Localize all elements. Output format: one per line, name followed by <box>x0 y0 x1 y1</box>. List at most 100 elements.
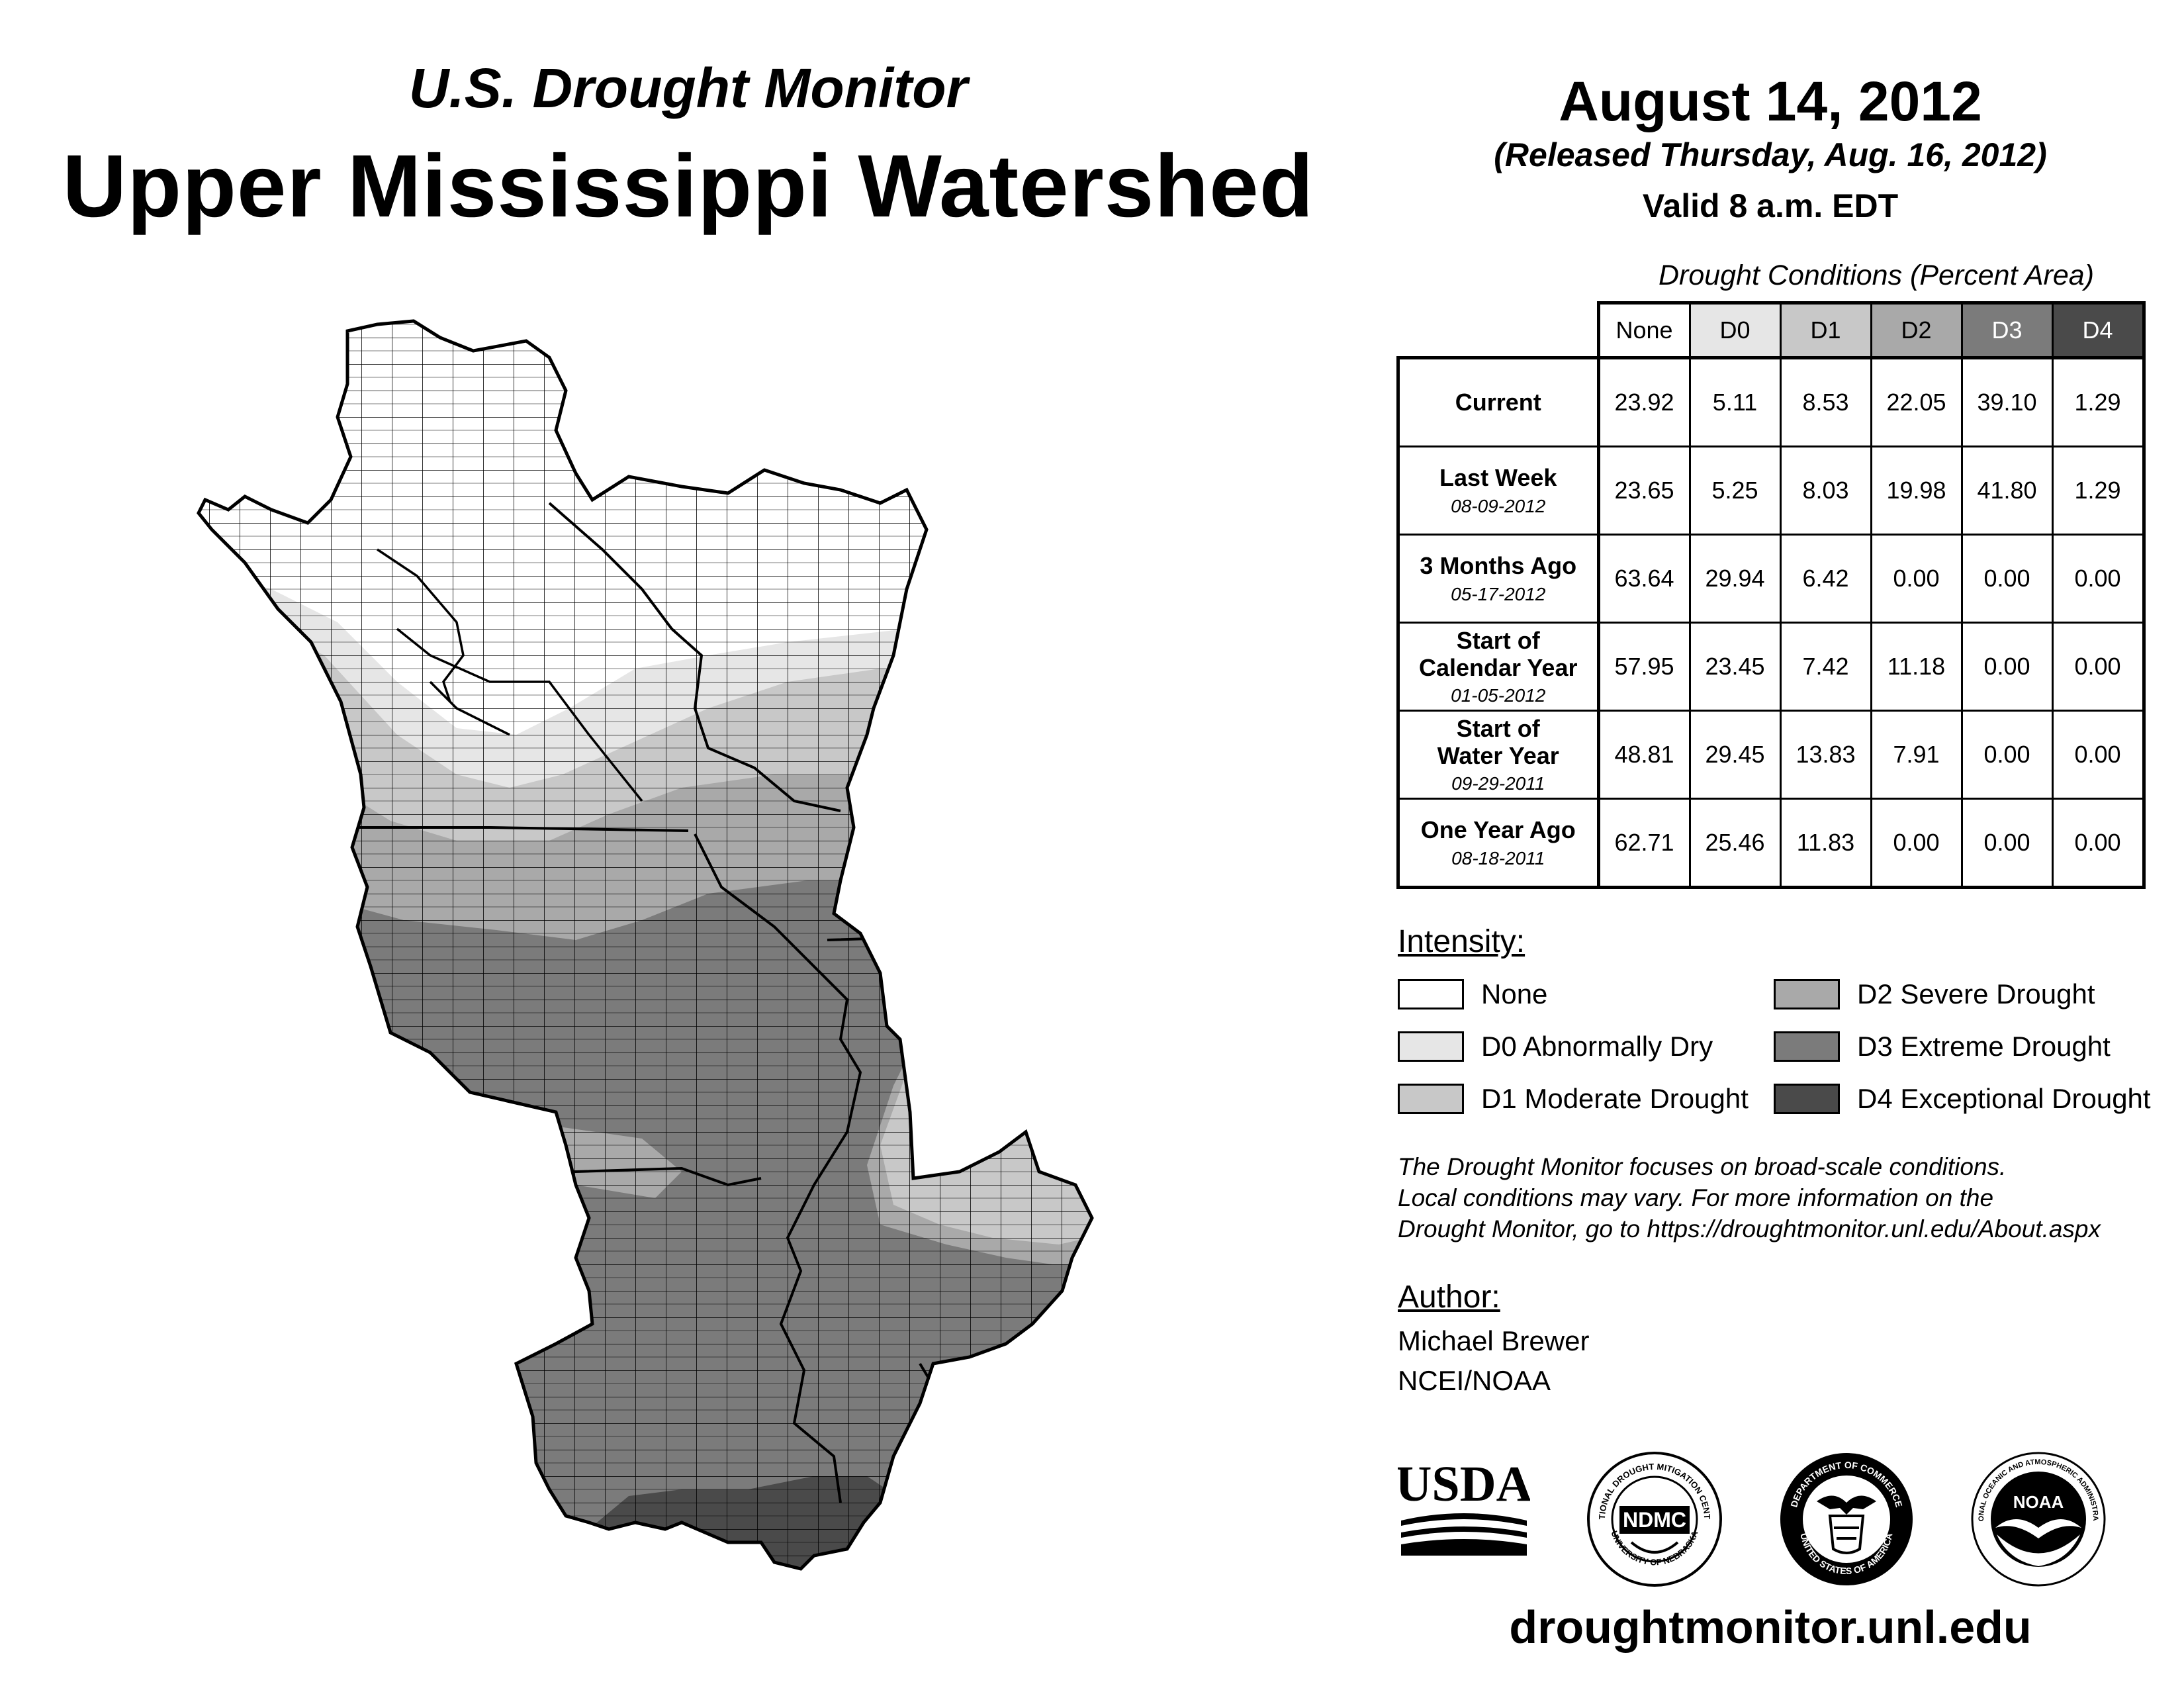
table-cell: 11.18 <box>1870 622 1963 712</box>
legend-swatch <box>1398 1031 1464 1062</box>
table-cell: 11.83 <box>1779 798 1872 889</box>
drought-map <box>197 319 1094 1571</box>
table-cell: 23.92 <box>1597 356 1691 447</box>
table-cell: 0.00 <box>2051 622 2146 712</box>
table-cell: 41.80 <box>1960 445 2054 536</box>
table-cell: 1.29 <box>2051 445 2146 536</box>
table-row: Last Week 08-09-2012 23.65 5.25 8.03 19.9… <box>1396 445 2146 536</box>
table-cell: 29.94 <box>1688 534 1782 624</box>
table-cell: 8.03 <box>1779 445 1872 536</box>
row-label-cell: Last Week 08-09-2012 <box>1396 445 1600 536</box>
row-label: Current <box>1455 389 1541 416</box>
county-lines-secondary <box>199 321 1092 1569</box>
eagle-icon <box>1817 1495 1876 1515</box>
table-cell: 19.98 <box>1870 445 1963 536</box>
legend-label: D1 Moderate Drought <box>1481 1083 1749 1114</box>
table-cell: 0.00 <box>1960 798 2054 889</box>
col-header-none: None <box>1596 301 1691 359</box>
table-cell: 29.45 <box>1688 710 1782 800</box>
row-date: 05-17-2012 <box>1451 583 1546 604</box>
table-cell: 48.81 <box>1597 710 1691 800</box>
noaa-logo: NATIONAL OCEANIC AND ATMOSPHERIC ADMINIS… <box>1969 1450 2106 1587</box>
row-date: 01-05-2012 <box>1451 685 1546 706</box>
legend-label: D4 Exceptional Drought <box>1857 1083 2151 1114</box>
usda-logo: USDA <box>1398 1460 1530 1556</box>
legend-item-d4: D4 Exceptional Drought <box>1774 1082 2151 1116</box>
table-cell: 0.00 <box>2051 710 2146 800</box>
row-date: 08-18-2011 <box>1451 847 1545 868</box>
author-name: Michael Brewer <box>1398 1325 1590 1356</box>
table-cell: 23.45 <box>1688 622 1782 712</box>
legend-label: D0 Abnormally Dry <box>1481 1031 1713 1062</box>
legend-swatch <box>1774 979 1840 1009</box>
table-cell: 0.00 <box>1870 798 1963 889</box>
map-title: Upper Mississippi Watershed <box>62 137 1314 236</box>
table-header-row: None D0 D1 D2 D3 D4 <box>1398 301 2146 359</box>
basin-outline <box>197 319 1094 1571</box>
row-label-cell: 3 Months Ago 05-17-2012 <box>1396 534 1600 624</box>
legend-label: D2 Severe Drought <box>1857 978 2095 1009</box>
legend-heading: Intensity: <box>1398 924 1525 959</box>
table-row: Start of Calendar Year 01-05-2012 57.95 23… <box>1396 622 2146 712</box>
legend-label: D3 Extreme Drought <box>1857 1031 2111 1062</box>
col-header-d0: D0 <box>1688 301 1782 359</box>
table-cell: 0.00 <box>1870 534 1963 624</box>
legend-swatch <box>1774 1084 1840 1114</box>
legend-item-d1: D1 Moderate Drought <box>1398 1082 1749 1116</box>
table-corner <box>1398 303 1598 359</box>
table-cell: 8.53 <box>1779 356 1872 447</box>
table-cell: 63.64 <box>1597 534 1691 624</box>
table-cell: 39.10 <box>1960 356 2054 447</box>
legend-swatch <box>1398 979 1464 1009</box>
row-label: Start of Calendar Year <box>1419 626 1578 681</box>
table-cell: 0.00 <box>1960 534 2054 624</box>
noaa-logo-text: NOAA <box>2013 1492 2064 1512</box>
sub-basin-lines <box>377 548 643 802</box>
usda-logo-text: USDA <box>1398 1460 1530 1512</box>
ndmc-logo-text: NDMC <box>1623 1508 1686 1532</box>
row-date: 09-29-2011 <box>1451 773 1545 794</box>
table-cell: 5.25 <box>1688 445 1782 536</box>
table-row: 3 Months Ago 05-17-2012 63.64 29.94 6.42 … <box>1396 534 2146 624</box>
legend-item-d0: D0 Abnormally Dry <box>1398 1029 1713 1064</box>
legend-item-none: None <box>1398 977 1547 1011</box>
table-cell: 57.95 <box>1597 622 1691 712</box>
col-header-d1: D1 <box>1779 301 1872 359</box>
row-label: One Year Ago <box>1420 816 1576 844</box>
map-supertitle: U.S. Drought Monitor <box>408 57 968 119</box>
table-cell: 13.83 <box>1779 710 1872 800</box>
table-cell: 7.91 <box>1870 710 1963 800</box>
table-row: One Year Ago 08-18-2011 62.71 25.46 11.83… <box>1396 798 2146 889</box>
note-line: Drought Monitor, go to https://droughtmo… <box>1398 1215 2101 1243</box>
footer-url[interactable]: droughtmonitor.unl.edu <box>1509 1601 2032 1653</box>
table-cell: 0.00 <box>1960 710 2054 800</box>
row-label-cell: Start of Water Year 09-29-2011 <box>1396 710 1600 800</box>
table-cell: 0.00 <box>2051 798 2146 889</box>
table-cell: 25.46 <box>1688 798 1782 889</box>
table-cell: 23.65 <box>1597 445 1691 536</box>
note-line: The Drought Monitor focuses on broad-sca… <box>1398 1153 2007 1180</box>
table-cell: 22.05 <box>1870 356 1963 447</box>
ndmc-logo: NATIONAL DROUGHT MITIGATION CENTER UNIVE… <box>1585 1450 1722 1587</box>
drought-stats-table: None D0 D1 D2 D3 D4 Current 23.92 5.11 8… <box>1396 301 2146 889</box>
table-cell: 5.11 <box>1688 356 1782 447</box>
legend-swatch <box>1774 1031 1840 1062</box>
valid-time: Valid 8 a.m. EDT <box>1642 187 1899 224</box>
release-date: (Released Thursday, Aug. 16, 2012) <box>1494 136 2047 173</box>
col-header-d3: D3 <box>1960 301 2054 359</box>
table-cell: 1.29 <box>2051 356 2146 447</box>
table-cell: 0.00 <box>2051 534 2146 624</box>
row-label-cell: One Year Ago 08-18-2011 <box>1396 798 1600 889</box>
legend-swatch <box>1398 1084 1464 1114</box>
table-cell: 0.00 <box>1960 622 2054 712</box>
table-cell: 6.42 <box>1779 534 1872 624</box>
row-label: Start of Water Year <box>1437 714 1559 769</box>
legend-item-d2: D2 Severe Drought <box>1774 977 2095 1011</box>
table-caption: Drought Conditions (Percent Area) <box>1658 259 2095 291</box>
note-line: Local conditions may vary. For more info… <box>1398 1184 1994 1211</box>
row-label-cell: Start of Calendar Year 01-05-2012 <box>1396 622 1600 712</box>
table-cell: 62.71 <box>1597 798 1691 889</box>
disclaimer-note: The Drought Monitor focuses on broad-sca… <box>1398 1152 2172 1245</box>
map-date: August 14, 2012 <box>1559 70 1982 132</box>
col-header-d4: D4 <box>2051 301 2146 359</box>
